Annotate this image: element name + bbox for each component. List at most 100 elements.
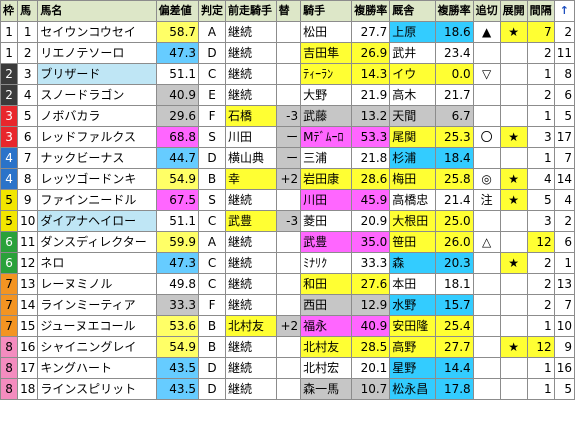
jockey-cell: 大野 — [300, 84, 353, 106]
jockey-change-cell: ー — [275, 147, 302, 169]
header-dev[interactable]: 偏差値 — [155, 0, 200, 22]
header-trainer-rate[interactable]: 複勝率 — [434, 0, 474, 22]
prev-jockey-cell: 継続 — [225, 357, 277, 379]
interval-cell: 1 — [526, 63, 555, 85]
table-row[interactable]: 5 9 ファインニードル 67.5 S 継続 川田 45.9 高橋忠 21.4 注 ★ 5 4 — [0, 189, 575, 211]
table-row[interactable]: 1 1 セイウンコウセイ 58.7 A 継続 松田 27.7 上原 18.6 ▲ ★ 7 2 — [0, 21, 575, 43]
table-row[interactable]: 6 11 ダンスディレクター 59.9 A 継続 武豊 35.0 笹田 26.0 △ 12 6 — [0, 231, 575, 253]
trainer-cell: 安田隆 — [389, 315, 436, 337]
prev-jockey-cell: 継続 — [225, 84, 277, 106]
star-mark-cell — [499, 84, 528, 106]
table-row[interactable]: 4 7 ナックビーナス 44.7 D 横山典ー三浦 21.8 杉浦 18.4 1 7 — [0, 147, 575, 169]
trainer-rate-cell: 27.7 — [434, 336, 474, 358]
interval-cell: 1 — [526, 147, 555, 169]
header-development[interactable]: 展開 — [499, 0, 528, 22]
chase-mark-cell — [472, 378, 501, 400]
trainer-cell: 杉浦 — [389, 147, 436, 169]
last-run-cell: 7 — [553, 294, 575, 316]
table-row[interactable]: 8 16 シャイニングレイ 54.9 B 継続 北村友 28.5 高野 27.7 ★ 12 9 — [0, 336, 575, 358]
trainer-rate-cell: 25.3 — [434, 126, 474, 148]
chase-mark-cell — [472, 252, 501, 274]
grade-cell: F — [198, 105, 227, 127]
waku-cell: 1 — [0, 42, 19, 64]
header-name[interactable]: 馬名 — [37, 0, 157, 22]
header-waku[interactable]: 枠 — [0, 0, 19, 22]
deviation-cell: 47.3 — [155, 42, 200, 64]
header-jockey-rate[interactable]: 複勝率 — [351, 0, 391, 22]
jockey-change-cell: -3 — [275, 210, 302, 232]
grade-cell: B — [198, 168, 227, 190]
horse-number-cell: 11 — [17, 231, 39, 253]
table-row[interactable]: 3 5 ノボバカラ 29.6 F 石橋 -3 武藤 13.2 天間 6.7 1 5 — [0, 105, 575, 127]
chase-mark-cell — [472, 357, 501, 379]
header-num[interactable]: 馬 — [17, 0, 39, 22]
jockey-rate-cell: 27.7 — [351, 21, 391, 43]
jockey-cell: 武豊 — [300, 231, 353, 253]
trainer-cell: 星野 — [389, 357, 436, 379]
last-run-cell: 17 — [553, 126, 575, 148]
chase-mark-cell: △ — [472, 231, 501, 253]
last-run-cell: 7 — [553, 147, 575, 169]
table-row[interactable]: 7 13 レーヌミノル 49.8 C 継続 和田 27.6 本田 18.1 2 13 — [0, 273, 575, 295]
horse-number-cell: 15 — [17, 315, 39, 337]
star-mark-cell — [499, 147, 528, 169]
interval-cell: 4 — [526, 168, 555, 190]
table-row[interactable]: 7 14 ラインミーティア 33.3 F 継続 西田 12.9 水野 15.7 2 7 — [0, 294, 575, 316]
table-row[interactable]: 4 8 レッツゴードンキ 54.9 B 幸 +2 岩田康 28.6 梅田 25.8 ◎ ★ 4 14 — [0, 168, 575, 190]
header-prev-jockey[interactable]: 前走騎手 — [225, 0, 277, 22]
jockey-cell: 西田 — [300, 294, 353, 316]
header-trainer[interactable]: 厩舎 — [389, 0, 436, 22]
table-row[interactable]: 8 17 キングハート 43.5 D 継続 北村宏 20.1 星野 14.4 1 16 — [0, 357, 575, 379]
grade-cell: F — [198, 294, 227, 316]
grade-cell: D — [198, 42, 227, 64]
last-run-cell: 10 — [553, 315, 575, 337]
sort-arrow-icon[interactable]: ↑ — [553, 0, 575, 22]
header-change[interactable]: 替 — [275, 0, 302, 22]
header-jockey[interactable]: 騎手 — [300, 0, 353, 22]
last-run-cell: 5 — [553, 378, 575, 400]
prev-jockey-cell: 継続 — [225, 21, 277, 43]
deviation-cell: 68.8 — [155, 126, 200, 148]
trainer-cell: 本田 — [389, 273, 436, 295]
horse-number-cell: 7 — [17, 147, 39, 169]
table-row[interactable]: 7 15 ジューヌエコール 53.6 B 北村友 +2 福永 40.9 安田隆 25.4 1 10 — [0, 315, 575, 337]
table-row[interactable]: 8 18 ラインスピリット 43.5 D 継続 森一馬 10.7 松永昌 17.8 1 5 — [0, 378, 575, 400]
table-row[interactable]: 5 10 ダイアナヘイロー 51.1 C 武豊 -3 菱田 20.9 大根田 25.0 3 2 — [0, 210, 575, 232]
star-mark-cell — [499, 294, 528, 316]
table-row[interactable]: 2 3 ブリザード 51.1 C 継続 ﾃｨｰﾗﾝ 14.3 イウ 0.0 ▽ 1 8 — [0, 63, 575, 85]
chase-mark-cell: 注 — [472, 189, 501, 211]
trainer-rate-cell: 15.7 — [434, 294, 474, 316]
star-mark-cell: ★ — [499, 189, 528, 211]
grade-cell: C — [198, 252, 227, 274]
horse-name-cell: キングハート — [37, 357, 157, 379]
jockey-rate-cell: 20.1 — [351, 357, 391, 379]
table-row[interactable]: 6 12 ネロ 47.3 C 継続 ﾐﾅﾘｸ 33.3 森 20.3 ★ 2 1 — [0, 252, 575, 274]
prev-jockey-cell: 継続 — [225, 252, 277, 274]
horse-name-cell: レッドファルクス — [37, 126, 157, 148]
interval-cell: 5 — [526, 189, 555, 211]
jockey-rate-cell: 28.5 — [351, 336, 391, 358]
table-row[interactable]: 2 4 スノードラゴン 40.9 E 継続 大野 21.9 高木 21.7 2 6 — [0, 84, 575, 106]
trainer-cell: 尾関 — [389, 126, 436, 148]
chase-mark-cell — [472, 42, 501, 64]
last-run-cell: 2 — [553, 210, 575, 232]
prev-jockey-cell: 幸 — [225, 168, 277, 190]
interval-cell: 2 — [526, 273, 555, 295]
header-interval[interactable]: 間隔 — [526, 0, 555, 22]
waku-cell: 3 — [0, 105, 19, 127]
trainer-rate-cell: 20.3 — [434, 252, 474, 274]
star-mark-cell — [499, 357, 528, 379]
deviation-cell: 40.9 — [155, 84, 200, 106]
trainer-rate-cell: 26.0 — [434, 231, 474, 253]
jockey-cell: ﾐﾅﾘｸ — [300, 252, 353, 274]
table-row[interactable]: 3 6 レッドファルクス 68.8 S 川田ー Mﾃﾞﾑｰﾛ 53.3 尾関 25.3 〇 ★ 3 17 — [0, 126, 575, 148]
horse-number-cell: 4 — [17, 84, 39, 106]
header-chase[interactable]: 追切 — [472, 0, 501, 22]
deviation-cell: 51.1 — [155, 63, 200, 85]
jockey-rate-cell: 33.3 — [351, 252, 391, 274]
trainer-cell: 松永昌 — [389, 378, 436, 400]
jockey-cell: 北村宏 — [300, 357, 353, 379]
table-row[interactable]: 1 2 リエノテソーロ 47.3 D 継続 吉田隼 26.9 武井 23.4 2 11 — [0, 42, 575, 64]
header-grade[interactable]: 判定 — [198, 0, 227, 22]
chase-mark-cell — [472, 147, 501, 169]
